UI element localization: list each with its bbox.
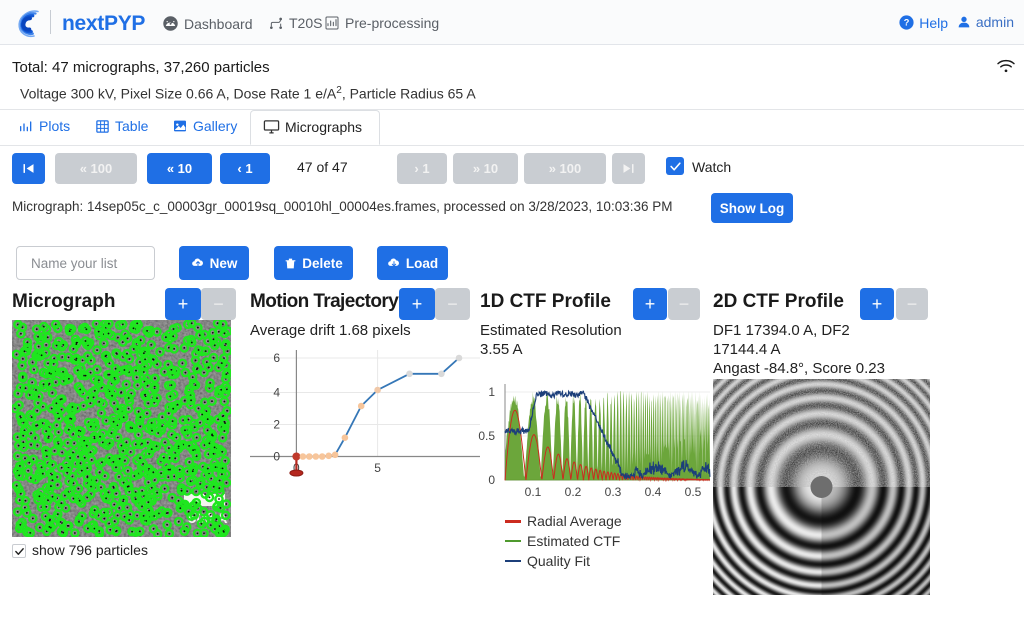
svg-text:5: 5 <box>374 461 381 475</box>
svg-text:?: ? <box>904 18 910 28</box>
svg-text:4: 4 <box>273 386 280 400</box>
svg-text:0.1: 0.1 <box>525 485 542 499</box>
svg-text:0.5: 0.5 <box>478 429 495 443</box>
svg-text:0: 0 <box>273 450 280 464</box>
svg-text:0.3: 0.3 <box>605 485 622 499</box>
svg-text:2: 2 <box>273 418 280 432</box>
svg-text:6: 6 <box>273 351 280 365</box>
svg-text:0.5: 0.5 <box>685 485 702 499</box>
svg-text:1: 1 <box>488 385 495 399</box>
svg-text:0.2: 0.2 <box>565 485 582 499</box>
svg-text:0: 0 <box>488 473 495 487</box>
svg-text:0.4: 0.4 <box>645 485 662 499</box>
